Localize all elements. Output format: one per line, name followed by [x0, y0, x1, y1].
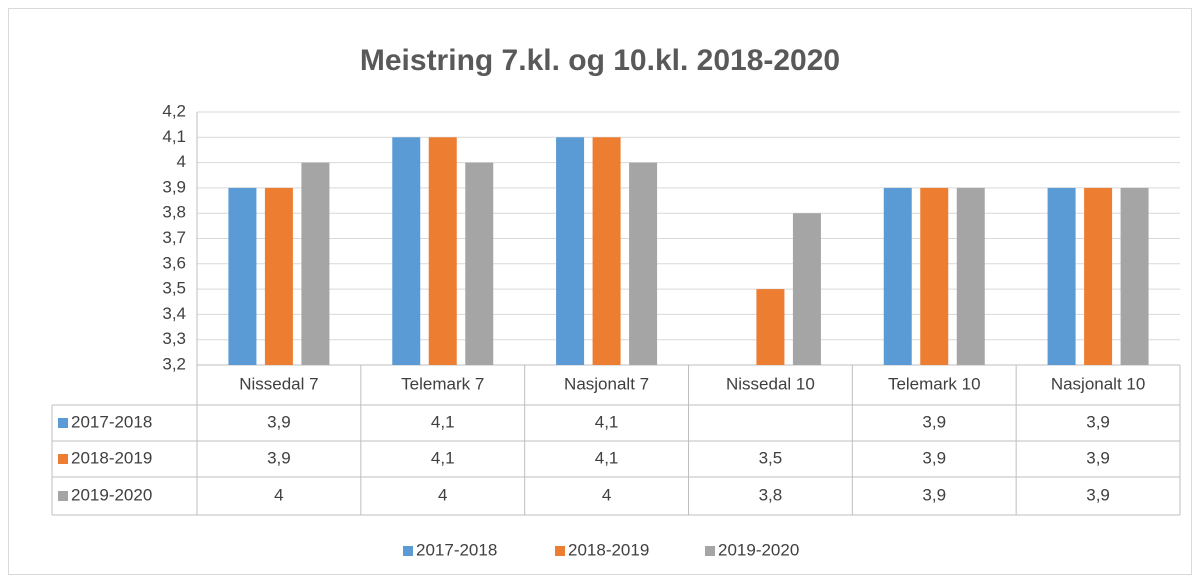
table-cell: 4 — [602, 485, 611, 504]
bar — [301, 162, 330, 365]
category-label: Nissedal 7 — [239, 374, 318, 393]
bar — [556, 137, 585, 365]
legend-key — [555, 546, 565, 556]
table-cell: 3,5 — [759, 448, 783, 467]
bar — [1084, 187, 1113, 365]
y-tick-label: 3,9 — [162, 177, 186, 196]
table-cell: 3,9 — [922, 412, 946, 431]
table-series-name: 2019-2020 — [71, 485, 152, 504]
category-label: Telemark 10 — [888, 374, 981, 393]
table-cell: 3,9 — [267, 448, 291, 467]
table-legend-key — [58, 418, 68, 428]
legend-label: 2017-2018 — [416, 540, 497, 559]
category-label: Nasjonalt 10 — [1051, 374, 1146, 393]
legend-label: 2018-2019 — [568, 540, 649, 559]
bar — [956, 187, 985, 365]
y-tick-label: 3,6 — [162, 253, 186, 272]
table-cell: 4,1 — [595, 448, 619, 467]
y-tick-label: 3,2 — [162, 354, 186, 373]
bar — [228, 187, 257, 365]
bar — [792, 213, 821, 365]
table-legend-key — [58, 454, 68, 464]
category-label: Nasjonalt 7 — [564, 374, 649, 393]
table-cell: 4 — [438, 485, 447, 504]
table-series-name: 2017-2018 — [71, 412, 152, 431]
bar — [883, 187, 912, 365]
table-cell: 3,8 — [759, 485, 783, 504]
bar — [1120, 187, 1149, 365]
bar — [264, 187, 293, 365]
legend-label: 2019-2020 — [718, 540, 799, 559]
bar — [465, 162, 494, 365]
y-tick-label: 3,8 — [162, 203, 186, 222]
table-cell: 4,1 — [595, 412, 619, 431]
bar — [428, 137, 457, 365]
table-cell: 3,9 — [922, 448, 946, 467]
legend-key — [403, 546, 413, 556]
table-series-name: 2018-2019 — [71, 448, 152, 467]
table-cell: 3,9 — [1086, 485, 1110, 504]
table-cell: 4 — [274, 485, 283, 504]
y-tick-label: 4,1 — [162, 127, 186, 146]
y-tick-label: 3,3 — [162, 329, 186, 348]
table-cell: 4,1 — [431, 448, 455, 467]
chart-title: Meistring 7.kl. og 10.kl. 2018-2020 — [360, 44, 840, 77]
y-tick-label: 3,5 — [162, 279, 186, 298]
table-cell: 4,1 — [431, 412, 455, 431]
bar — [629, 162, 658, 365]
table-legend-key — [58, 491, 68, 501]
table-cell: 3,9 — [1086, 448, 1110, 467]
y-tick-label: 3,4 — [162, 304, 186, 323]
bar — [920, 187, 949, 365]
y-tick-label: 3,7 — [162, 228, 186, 247]
table-cell: 3,9 — [1086, 412, 1110, 431]
bar — [756, 289, 785, 365]
category-label: Nissedal 10 — [726, 374, 815, 393]
y-tick-label: 4 — [177, 152, 186, 171]
bar — [1047, 187, 1076, 365]
bar — [392, 137, 421, 365]
legend-key — [705, 546, 715, 556]
table-cell: 3,9 — [267, 412, 291, 431]
y-tick-label: 4,2 — [162, 101, 186, 120]
bar — [592, 137, 621, 365]
table-cell: 3,9 — [922, 485, 946, 504]
category-label: Telemark 7 — [401, 374, 484, 393]
